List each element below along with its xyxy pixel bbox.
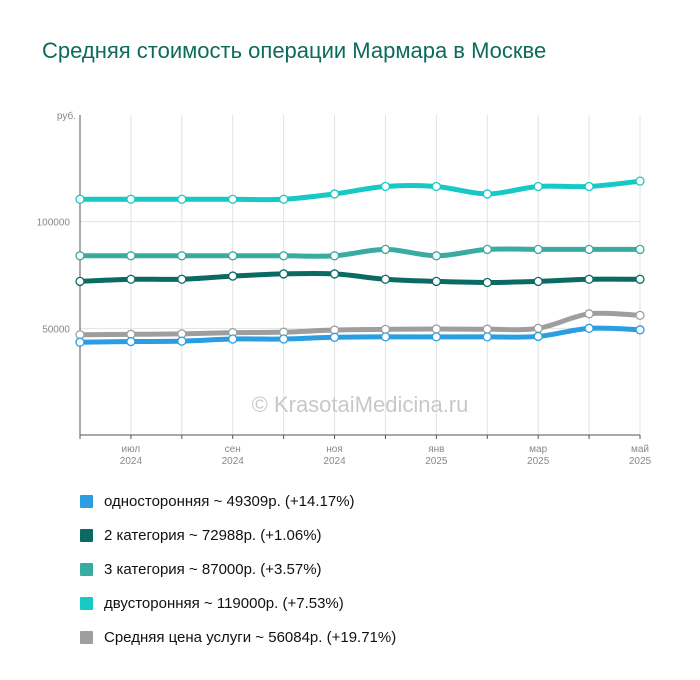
data-point: [75, 330, 85, 340]
watermark: © KrasotaiMedicina.ru: [252, 392, 469, 417]
data-point: [329, 251, 340, 261]
x-tick-year: 2025: [527, 456, 550, 467]
legend-swatch: [80, 494, 93, 508]
data-point: [228, 334, 238, 344]
x-tick-label: янв: [428, 444, 444, 455]
data-point: [584, 323, 594, 333]
data-point: [126, 194, 136, 204]
data-point: [380, 274, 391, 284]
y-tick-label: 50000: [42, 324, 70, 335]
x-tick-label: сен: [225, 444, 241, 455]
data-point: [584, 274, 594, 284]
series-line: [77, 246, 643, 259]
legend-label: 3 категория ~ 87000р. (+3.57%): [104, 560, 322, 578]
data-point: [228, 251, 238, 261]
series-layer: [75, 176, 645, 347]
legend-label: Средняя цена услуги ~ 56084р. (+19.71%): [104, 628, 397, 646]
legend-item: Средняя цена услуги ~ 56084р. (+19.71%): [80, 620, 396, 654]
data-point: [635, 244, 645, 255]
data-point: [380, 324, 391, 335]
data-point: [380, 181, 391, 192]
series-line: [77, 270, 643, 285]
data-point: [177, 274, 187, 284]
x-tick-label: ноя: [326, 444, 343, 455]
legend-swatch: [80, 562, 93, 576]
data-point: [482, 332, 492, 342]
chart-title: Средняя стоимость операции Мармара в Мос…: [42, 38, 547, 63]
x-tick-label: июл: [122, 444, 141, 455]
data-point: [584, 181, 594, 192]
data-point: [431, 332, 442, 342]
legend-item: 2 категория ~ 72988р. (+1.06%): [80, 518, 396, 552]
legend-item: односторонняя ~ 49309р. (+14.17%): [80, 484, 396, 518]
legend-item: 3 категория ~ 87000р. (+3.57%): [80, 552, 396, 586]
data-point: [533, 244, 543, 255]
data-point: [278, 269, 289, 279]
data-point: [75, 194, 85, 204]
y-axis-unit: руб.: [57, 110, 76, 122]
data-point: [177, 336, 187, 346]
chart-axes: руб.50000100000июл2024сен2024ноя2024янв2…: [37, 110, 652, 467]
data-point: [431, 251, 442, 261]
data-point: [431, 276, 442, 287]
data-point: [329, 269, 340, 279]
x-tick-label: май: [631, 444, 649, 455]
x-tick-year: 2024: [120, 456, 143, 467]
data-point: [228, 194, 238, 204]
data-point: [126, 251, 136, 261]
series-2: [75, 269, 645, 288]
legend-item: двусторонняя ~ 119000р. (+7.53%): [80, 586, 396, 620]
legend-label: 2 категория ~ 72988р. (+1.06%): [104, 526, 322, 544]
data-point: [329, 332, 340, 342]
y-tick-label: 100000: [37, 218, 71, 229]
data-point: [380, 332, 391, 342]
series-line: [77, 178, 643, 203]
data-point: [635, 325, 645, 335]
data-point: [380, 244, 391, 255]
x-tick-year: 2024: [323, 456, 346, 467]
data-point: [75, 337, 85, 347]
series-3: [75, 244, 645, 261]
x-tick-year: 2024: [222, 456, 245, 467]
data-point: [329, 189, 340, 199]
data-point: [635, 274, 645, 284]
data-point: [533, 323, 543, 333]
data-point: [126, 336, 136, 347]
series-1: [75, 323, 645, 347]
data-point: [533, 331, 543, 342]
data-point: [482, 244, 492, 255]
data-point: [177, 251, 187, 261]
data-point: [278, 334, 289, 344]
data-point: [635, 176, 645, 186]
data-point: [177, 194, 187, 204]
series-4: [75, 176, 645, 204]
chart-legend: односторонняя ~ 49309р. (+14.17%) 2 катег…: [80, 484, 396, 654]
x-tick-label: мар: [529, 444, 547, 455]
data-point: [482, 189, 492, 199]
data-point: [278, 251, 289, 261]
data-point: [635, 310, 645, 321]
data-point: [75, 251, 85, 261]
data-point: [533, 181, 543, 192]
data-point: [584, 244, 594, 255]
legend-swatch: [80, 596, 93, 610]
data-point: [126, 274, 136, 284]
data-point: [431, 181, 442, 192]
legend-label: односторонняя ~ 49309р. (+14.17%): [104, 492, 355, 510]
data-point: [533, 276, 543, 287]
data-point: [228, 271, 238, 281]
series-0: [75, 309, 645, 340]
legend-swatch: [80, 630, 93, 644]
legend-label: двусторонняя ~ 119000р. (+7.53%): [104, 594, 344, 612]
data-point: [482, 324, 492, 334]
data-point: [584, 309, 594, 319]
data-point: [482, 277, 492, 288]
data-point: [278, 194, 289, 204]
data-point: [75, 276, 85, 287]
data-point: [431, 324, 442, 334]
x-tick-year: 2025: [425, 456, 448, 467]
legend-swatch: [80, 528, 93, 542]
x-tick-year: 2025: [629, 456, 652, 467]
